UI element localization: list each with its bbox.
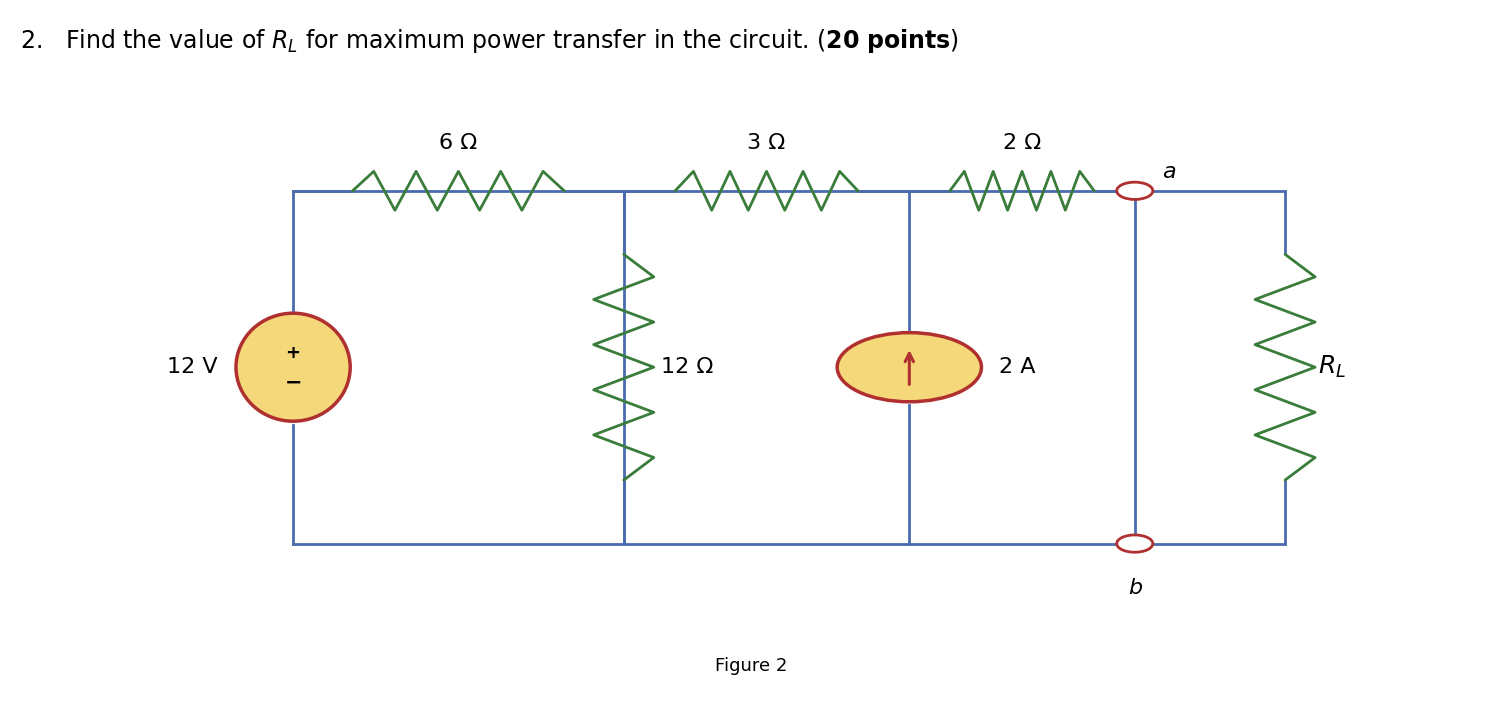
- Text: Figure 2: Figure 2: [715, 657, 788, 675]
- Text: 2.   Find the value of $R_L$ for maximum power transfer in the circuit. ($\bf{20: 2. Find the value of $R_L$ for maximum p…: [20, 27, 959, 55]
- Text: 6 Ω: 6 Ω: [439, 133, 478, 153]
- Text: 3 Ω: 3 Ω: [747, 133, 786, 153]
- Text: −: −: [284, 373, 302, 393]
- Text: $R_L$: $R_L$: [1318, 354, 1347, 380]
- Text: a: a: [1162, 162, 1175, 182]
- Ellipse shape: [236, 313, 350, 421]
- Circle shape: [1117, 182, 1153, 199]
- Circle shape: [837, 333, 981, 402]
- Text: 12 Ω: 12 Ω: [661, 357, 714, 377]
- Text: 12 V: 12 V: [167, 357, 218, 377]
- Text: 2 A: 2 A: [999, 357, 1036, 377]
- Circle shape: [1117, 535, 1153, 552]
- Text: 2 Ω: 2 Ω: [1003, 133, 1042, 153]
- Text: b: b: [1127, 578, 1142, 598]
- Text: +: +: [286, 344, 301, 361]
